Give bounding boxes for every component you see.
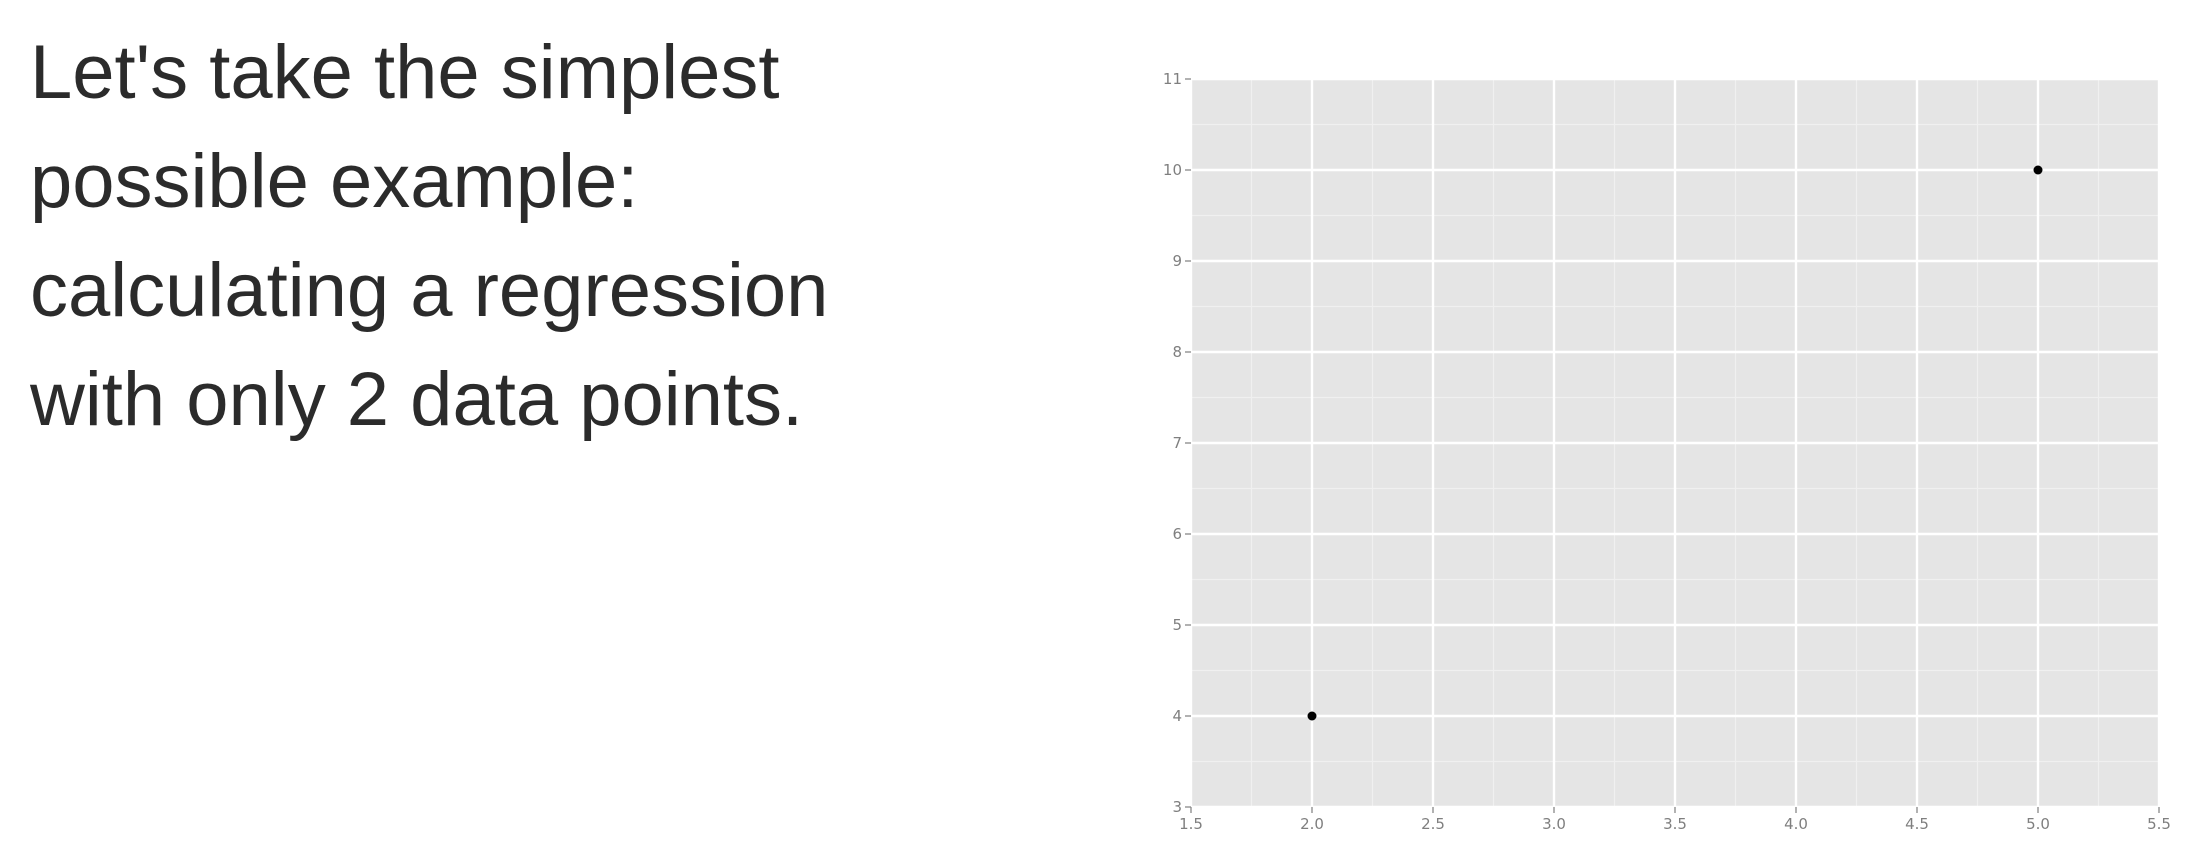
scatter-chart: 1.5 2.0 2.5 3.0 3.5 4.0 4.5 5.0 5.5 3 4 5 6 7 8 9 10 11 [1163, 70, 2171, 833]
slide-text-line-1: Let's take the simplest [30, 30, 780, 115]
x-tick-label: 1.5 [1179, 815, 1203, 833]
y-tick-label: 7 [1172, 434, 1182, 452]
data-point [1307, 711, 1317, 721]
axis-ticks [1185, 78, 2160, 813]
y-tick-label: 8 [1172, 343, 1182, 361]
x-tick-label: 3.0 [1542, 815, 1566, 833]
y-tick-labels: 3 4 5 6 7 8 9 10 11 [1163, 70, 1182, 816]
data-points [1307, 165, 2043, 721]
x-tick-label: 4.5 [1905, 815, 1929, 833]
y-tick-label: 6 [1172, 525, 1182, 543]
slide-text: Let's take the simplest possible example… [30, 18, 1080, 454]
x-tick-label: 3.5 [1663, 815, 1687, 833]
x-tick-labels: 1.5 2.0 2.5 3.0 3.5 4.0 4.5 5.0 5.5 [1179, 815, 2171, 833]
x-tick-label: 5.5 [2147, 815, 2171, 833]
x-tick-label: 5.0 [2026, 815, 2050, 833]
y-tick-label: 4 [1172, 707, 1182, 725]
y-tick-label: 5 [1172, 616, 1182, 634]
data-point [2033, 165, 2043, 175]
y-tick-label: 3 [1172, 798, 1182, 816]
y-tick-label: 9 [1172, 252, 1182, 270]
slide-text-line-4: with only 2 data points. [30, 357, 804, 442]
y-tick-label: 11 [1163, 70, 1182, 88]
x-tick-label: 4.0 [1784, 815, 1808, 833]
x-tick-label: 2.0 [1300, 815, 1324, 833]
slide-text-line-3: calculating a regression [30, 248, 829, 333]
y-tick-label: 10 [1163, 161, 1182, 179]
x-tick-label: 2.5 [1421, 815, 1445, 833]
major-grid [1189, 77, 2161, 809]
slide-text-line-2: possible example: [30, 139, 639, 224]
